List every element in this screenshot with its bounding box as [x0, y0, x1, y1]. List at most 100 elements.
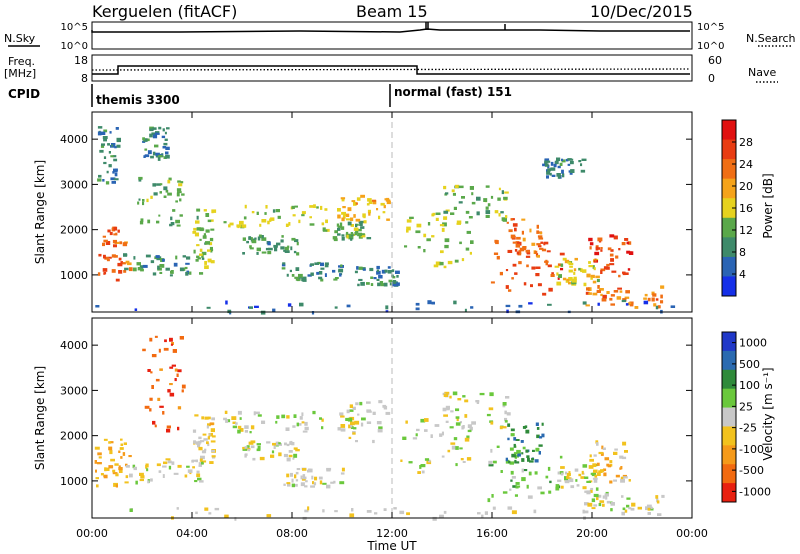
data-cell: [586, 273, 591, 278]
data-cell: [286, 482, 291, 485]
data-cell: [557, 277, 560, 280]
data-cell: [305, 480, 308, 483]
colorbar-segment: [722, 178, 736, 199]
data-cell: [237, 410, 242, 415]
data-cell: [177, 180, 181, 183]
data-cell: [139, 220, 144, 225]
date-title: 10/Dec/2015: [590, 2, 693, 21]
data-cell: [204, 261, 207, 265]
data-cell: [366, 282, 370, 285]
colorbar-tick-label: 1000: [739, 337, 767, 350]
data-cell: [159, 183, 163, 186]
data-cell: [232, 425, 237, 429]
data-cell: [385, 310, 389, 313]
data-cell: [359, 222, 363, 226]
data-cell: [171, 342, 174, 345]
data-cell: [580, 268, 583, 273]
data-cell: [118, 257, 122, 261]
data-cell: [102, 235, 106, 238]
data-cell: [514, 227, 517, 232]
data-cell: [603, 468, 607, 471]
data-cell: [199, 253, 203, 256]
data-cell: [158, 470, 162, 473]
data-cell: [544, 161, 548, 166]
data-cell: [162, 128, 165, 132]
data-cell: [561, 158, 564, 161]
data-cell: [339, 222, 343, 227]
data-cell: [319, 417, 322, 420]
data-cell: [278, 452, 282, 457]
data-cell: [120, 443, 124, 446]
data-cell: [441, 455, 445, 458]
data-cell: [212, 456, 216, 459]
data-cell: [163, 142, 168, 146]
velocity-panel: Slant Range [km] 1000 2000 3000 4000: [33, 317, 693, 521]
data-cell: [166, 428, 171, 433]
data-cell: [164, 138, 168, 141]
freq-unit-label: [MHz]: [4, 67, 36, 80]
data-cell: [247, 448, 250, 452]
data-cell: [522, 237, 526, 242]
data-cell: [435, 261, 441, 266]
data-cell: [479, 392, 485, 396]
data-cell: [206, 306, 211, 309]
data-cell: [490, 281, 495, 284]
data-cell: [177, 426, 180, 431]
data-cell: [350, 421, 355, 426]
data-cell: [470, 306, 474, 309]
data-cell: [630, 507, 635, 511]
data-cell: [543, 242, 546, 246]
freq-line: [92, 65, 690, 75]
data-cell: [597, 237, 603, 242]
data-cell: [485, 185, 490, 188]
noise-panel: 10^5 10^0 10^5 10^0 N.Sky N.Search: [4, 21, 796, 52]
data-cell: [565, 471, 568, 475]
data-cell: [370, 283, 374, 286]
nave-tick-high: 60: [708, 54, 722, 67]
data-cell: [521, 458, 525, 462]
data-cell: [163, 347, 169, 351]
data-cell: [504, 420, 508, 423]
data-cell: [650, 506, 653, 510]
data-cell: [518, 250, 522, 255]
colorbar-tick-label: 20: [739, 180, 753, 193]
data-cell: [151, 132, 156, 136]
data-cell: [103, 474, 108, 479]
data-cell: [385, 411, 391, 415]
data-cell: [455, 463, 458, 467]
data-cell: [115, 473, 119, 477]
data-cell: [291, 483, 295, 488]
data-cell: [510, 234, 516, 239]
data-cell: [626, 250, 631, 254]
data-cell: [443, 210, 449, 214]
data-cell: [445, 192, 449, 195]
data-cell: [490, 195, 494, 199]
data-cell: [336, 223, 339, 227]
data-cell: [227, 309, 232, 314]
data-cell: [294, 474, 297, 479]
data-cell: [123, 270, 127, 273]
data-cell: [358, 228, 362, 232]
data-cell: [325, 219, 328, 224]
data-cell: [376, 421, 382, 425]
data-cell: [464, 437, 470, 442]
data-cell: [155, 378, 160, 382]
data-cell: [152, 134, 158, 139]
data-cell: [513, 452, 518, 455]
power-y-ticks: 1000 2000 3000 4000: [60, 133, 692, 282]
data-cell: [598, 503, 602, 507]
data-cell: [286, 415, 290, 419]
data-cell: [404, 245, 408, 248]
data-cell: [385, 199, 391, 202]
data-cell: [261, 219, 267, 223]
data-cell: [275, 209, 280, 213]
data-cell: [208, 242, 213, 246]
data-cell: [547, 466, 551, 471]
data-cell: [179, 336, 184, 340]
data-cell: [353, 201, 357, 206]
data-cell: [559, 252, 565, 256]
data-cell: [339, 412, 344, 416]
data-cell: [334, 277, 339, 279]
colorbar-segment: [722, 407, 736, 427]
data-cell: [561, 169, 564, 174]
